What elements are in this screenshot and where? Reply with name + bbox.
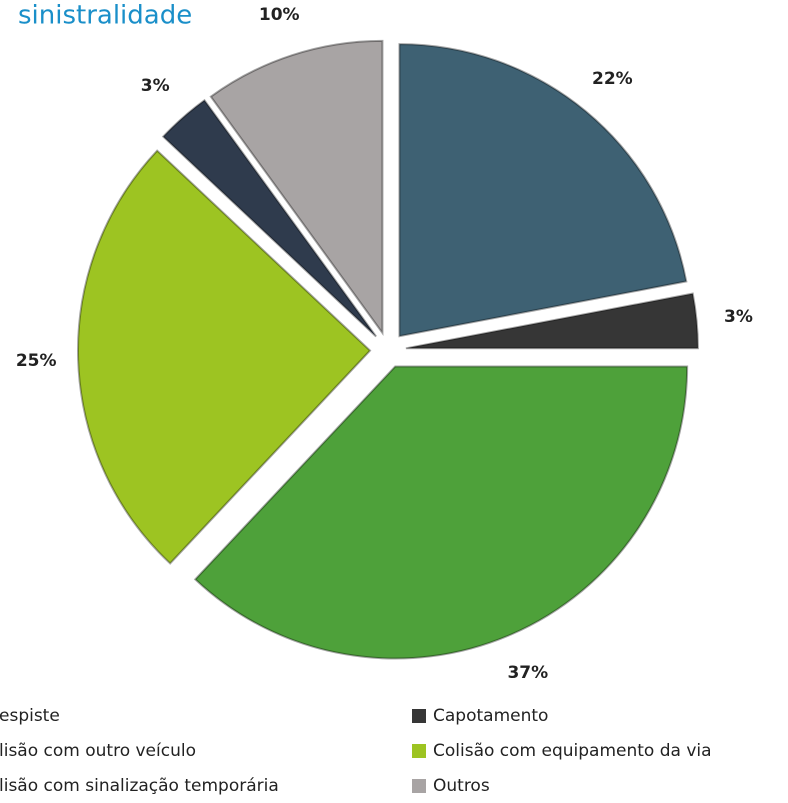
pie-slice: [209, 39, 384, 336]
pie-slice: [161, 98, 377, 338]
legend-label: lisão com sinalização temporária: [0, 776, 279, 796]
legend-marker: [412, 709, 426, 723]
legend-label: espiste: [0, 706, 60, 726]
legend-label: Capotamento: [433, 706, 548, 726]
legend-label: Outros: [433, 776, 490, 796]
legend-marker: [412, 779, 426, 793]
data-label: 22%: [592, 69, 633, 89]
data-label: 10%: [259, 5, 300, 25]
pie-slice: [77, 149, 372, 565]
data-label: 37%: [507, 663, 548, 683]
data-label: 25%: [16, 351, 57, 371]
legend-label: Colisão com equipamento da via: [433, 741, 712, 761]
legend-marker: [412, 744, 426, 758]
pie-slice: [398, 43, 688, 338]
legend-label: lisão com outro veículo: [0, 741, 196, 761]
pie-slice: [405, 292, 699, 350]
data-label: 3%: [724, 307, 753, 327]
pie-slice: [193, 365, 689, 660]
chart-title: sinistralidade: [18, 1, 192, 31]
data-label: 3%: [141, 76, 170, 96]
